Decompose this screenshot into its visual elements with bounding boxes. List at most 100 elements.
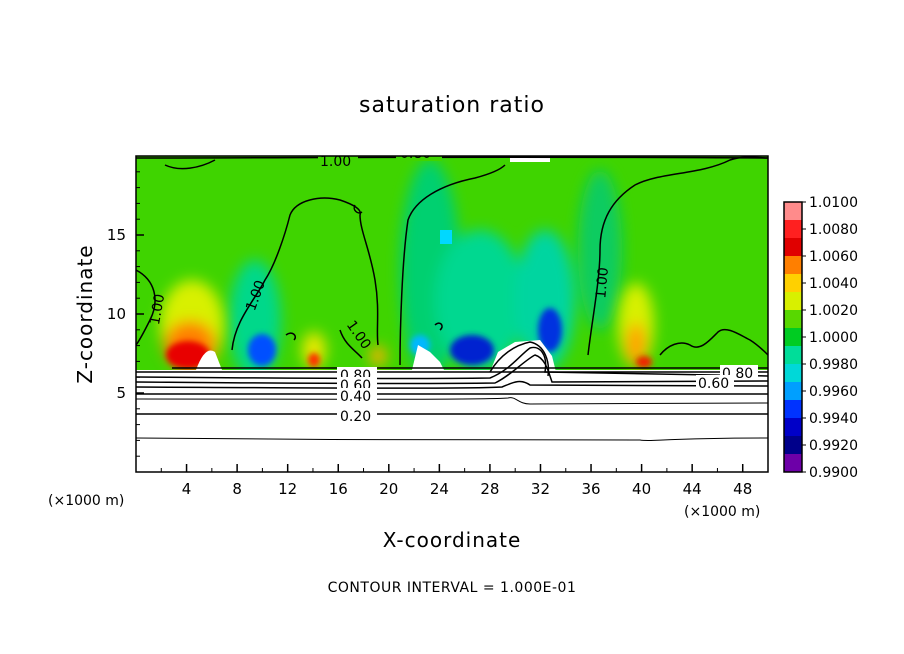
contour-line	[353, 204, 363, 214]
white-patch	[196, 350, 222, 370]
x-tick-label: 44	[683, 480, 702, 498]
orange-halo	[370, 346, 386, 366]
contour-label: 0.60	[698, 376, 729, 392]
colorbar-swatch	[784, 346, 802, 365]
y-axis: 5 10 15	[107, 171, 144, 457]
x-axis-title: X-coordinate	[383, 528, 522, 552]
contour-line	[587, 156, 768, 356]
x-tick-label: 36	[581, 480, 600, 498]
contour-label-bg	[396, 156, 442, 161]
contour-line	[136, 354, 768, 385]
field-blue-cores	[248, 308, 562, 366]
contour-label: 0.80	[400, 146, 431, 162]
contour-label-bg	[337, 388, 377, 402]
colorbar-swatch	[784, 274, 802, 293]
contour-interval-note: CONTOUR INTERVAL = 1.000E-01	[328, 580, 577, 596]
colorbar-label: 0.9920	[809, 438, 858, 454]
colorbar-swatch	[784, 220, 802, 239]
contour-line	[399, 164, 506, 366]
colorbar-swatch	[784, 256, 802, 275]
colorbar-label: 1.0080	[809, 222, 858, 238]
colorbar: 1.0100 1.0080 1.0060 1.0040 1.0020 1.0000 0.99…	[783, 195, 858, 481]
chart-title: saturation ratio	[359, 93, 545, 118]
contour-label: 1.00	[147, 293, 168, 326]
colorbar-label: 0.9960	[809, 384, 858, 400]
colorbar-label: 0.9900	[809, 465, 858, 481]
colorbar-label: 0.9980	[809, 357, 858, 373]
blue-core	[450, 335, 494, 365]
x-tick-label: 12	[278, 480, 297, 498]
red-core	[636, 356, 652, 368]
contour-label: 1.00	[320, 154, 351, 170]
colorbar-swatch	[784, 382, 802, 401]
contour-label-bg	[337, 408, 377, 422]
red-core	[308, 353, 320, 367]
colorbar-label: 1.0040	[809, 276, 858, 292]
contour-label: 0.20	[340, 409, 371, 425]
colorbar-label: 1.0020	[809, 303, 858, 319]
contour-label-bg	[318, 156, 358, 168]
yellow-halo	[302, 332, 326, 368]
colorbar-swatch	[784, 202, 802, 221]
y-tick-label: 10	[107, 305, 126, 323]
x-unit-label-left: (×1000 m)	[48, 493, 124, 509]
colorbar-swatch	[784, 436, 802, 455]
x-unit-label-right: (×1000 m)	[684, 504, 760, 520]
x-tick-label: 40	[632, 480, 651, 498]
contour-line	[434, 322, 443, 331]
x-axis: 4 8 12 16 20 24 28 32 36 40 44 48	[160, 464, 752, 498]
colorbar-swatch	[784, 328, 802, 347]
contour-label-bg	[696, 375, 734, 389]
colorbar-swatch	[784, 400, 802, 419]
blue-core	[248, 334, 276, 366]
x-tick-label: 8	[232, 480, 242, 498]
contour-label: 1.00	[593, 267, 612, 299]
white-patch	[510, 156, 550, 162]
x-tick-label: 16	[329, 480, 348, 498]
contour-line	[164, 159, 216, 170]
saturation-field	[136, 156, 768, 370]
colorbar-label: 1.0000	[809, 330, 858, 346]
x-tick-label: 4	[182, 480, 192, 498]
colorbar-swatch	[784, 310, 802, 329]
contour-line	[339, 329, 363, 359]
contour-line	[136, 156, 768, 159]
contour-line	[136, 346, 768, 380]
contour-line	[489, 341, 550, 377]
x-tick-label: 48	[733, 480, 752, 498]
colorbar-swatch	[784, 418, 802, 437]
y-tick-label: 5	[116, 384, 126, 402]
contour-label: 0.40	[340, 389, 371, 405]
x-tick-label: 24	[430, 480, 449, 498]
white-patch	[412, 345, 444, 370]
red-core	[166, 341, 210, 369]
white-patch	[440, 230, 452, 244]
colorbar-label: 1.0060	[809, 249, 858, 265]
x-tick-label: 32	[531, 480, 550, 498]
x-tick-label: 20	[379, 480, 398, 498]
contour-line	[136, 269, 156, 346]
contour-line	[285, 332, 297, 341]
colorbar-label: 1.0100	[809, 195, 858, 211]
colorbar-swatch	[784, 292, 802, 311]
field-red-cores	[166, 341, 652, 369]
contour-line	[136, 437, 768, 442]
orange-halo	[626, 323, 646, 367]
blue-core	[538, 308, 562, 352]
colorbar-label: 0.9940	[809, 411, 858, 427]
contour-line	[136, 380, 768, 389]
contour-label-bg	[337, 377, 377, 391]
contour-line	[659, 328, 768, 356]
cyan-zone	[435, 230, 525, 370]
colorbar-swatch	[784, 364, 802, 383]
colorbar-swatch	[784, 238, 802, 257]
contour-line	[231, 197, 379, 351]
y-axis-title: Z-coordinate	[73, 244, 97, 383]
colorbar-swatch	[784, 454, 802, 473]
contour-line	[136, 397, 768, 405]
white-patch	[490, 340, 556, 370]
x-tick-label: 28	[480, 480, 499, 498]
y-tick-label: 15	[107, 226, 126, 244]
plot-area: 0.80 1.00 1.00 1.00 1.00 1.00 0.80 0.60 …	[136, 146, 768, 472]
